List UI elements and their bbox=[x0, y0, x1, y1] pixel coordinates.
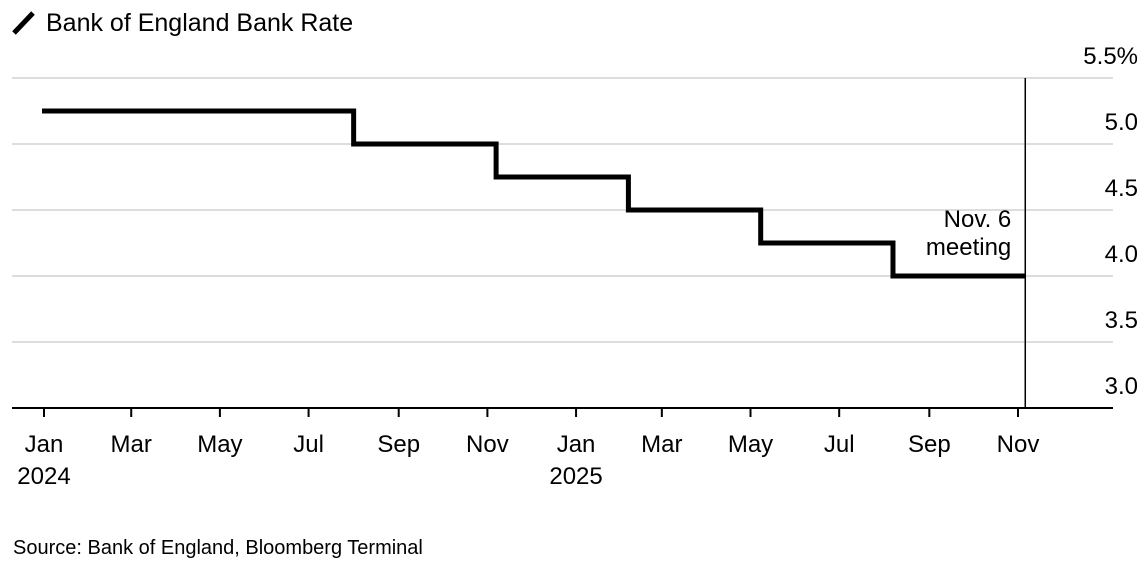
y-axis-labels: 5.5% 5.0 4.5 4.0 3.5 3.0 bbox=[1083, 43, 1138, 400]
x-tick-label: Sep bbox=[908, 431, 951, 458]
x-tick-label: Jan bbox=[25, 431, 64, 458]
x-tick-label: Jul bbox=[824, 431, 855, 458]
x-tick-year-label: 2025 bbox=[549, 463, 602, 490]
annotation-label: meeting bbox=[926, 234, 1011, 261]
series-layer bbox=[42, 108, 1026, 279]
x-tick-label: Nov bbox=[466, 431, 509, 458]
pencil-icon bbox=[12, 11, 35, 35]
x-tick-label: Mar bbox=[641, 431, 682, 458]
source-note: Source: Bank of England, Bloomberg Termi… bbox=[13, 537, 423, 559]
x-tick-label: May bbox=[728, 431, 773, 458]
x-tick-label: Jul bbox=[293, 431, 324, 458]
chart-title: Bank of England Bank Rate bbox=[12, 9, 353, 37]
y-tick-label: 5.5% bbox=[1083, 43, 1138, 70]
chart-title-text: Bank of England Bank Rate bbox=[46, 9, 353, 37]
x-tick-year-label: 2024 bbox=[17, 463, 70, 490]
y-tick-label: 4.5 bbox=[1105, 175, 1138, 202]
x-tick-label: Jan bbox=[557, 431, 596, 458]
x-axis: Jan 2024 Mar May Jul Sep Nov Jan 2025 Mar May Jul Se… bbox=[12, 407, 1113, 490]
bank-rate-line bbox=[42, 108, 1026, 279]
annotation-label: Nov. 6 bbox=[944, 206, 1012, 233]
y-tick-label: 5.0 bbox=[1105, 109, 1138, 136]
x-tick-label: Sep bbox=[377, 431, 420, 458]
y-tick-label: 3.0 bbox=[1105, 373, 1138, 400]
y-tick-label: 4.0 bbox=[1105, 241, 1138, 268]
y-tick-label: 3.5 bbox=[1105, 307, 1138, 334]
x-tick-label: May bbox=[197, 431, 242, 458]
x-tick-label: Mar bbox=[111, 431, 152, 458]
x-tick-label: Nov bbox=[997, 431, 1040, 458]
